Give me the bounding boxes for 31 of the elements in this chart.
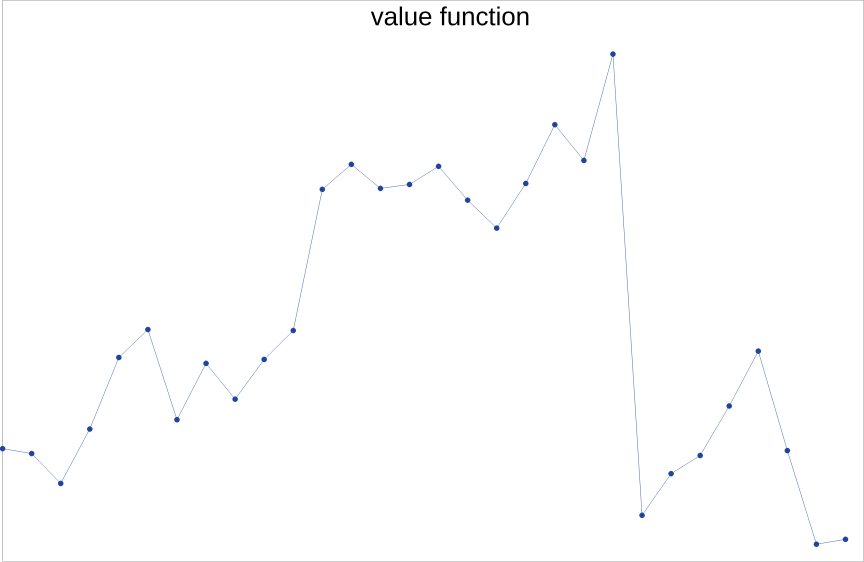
point: [116, 354, 122, 360]
point: [261, 356, 267, 362]
chart-title: value function: [370, 6, 528, 26]
point: [145, 326, 151, 333]
point: [436, 164, 442, 170]
point: [320, 186, 326, 192]
point: [581, 158, 587, 164]
point: [756, 348, 762, 354]
point: [814, 542, 820, 548]
point: [522, 180, 529, 186]
point: [697, 452, 703, 458]
point: [28, 450, 34, 457]
point: [58, 480, 64, 486]
point: [203, 360, 209, 366]
point: [726, 403, 732, 409]
point: [552, 122, 558, 128]
point: [842, 536, 848, 542]
point: [464, 198, 470, 204]
point: [639, 512, 645, 518]
point: [378, 186, 384, 192]
point: [406, 182, 412, 188]
point: [784, 448, 790, 454]
point: [494, 226, 500, 232]
point: [290, 328, 296, 334]
point: [0, 446, 6, 452]
point: [87, 426, 93, 432]
point: [174, 417, 180, 423]
point: [348, 162, 354, 168]
point: [232, 396, 238, 402]
point: [668, 471, 674, 477]
point: [610, 52, 616, 58]
